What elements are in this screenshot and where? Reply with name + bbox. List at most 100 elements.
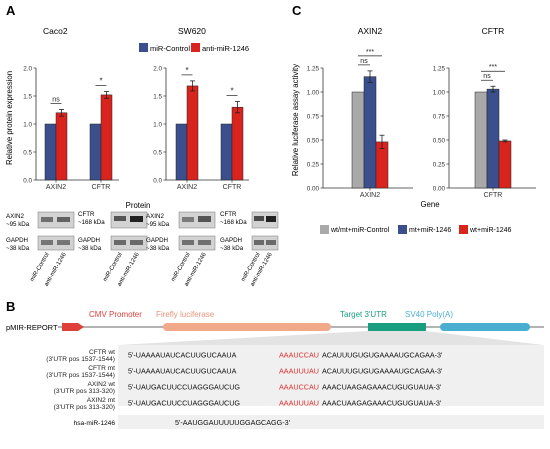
seq-binding-site: AAAUCCAU (279, 351, 319, 360)
y-tick-label: 0.5 (23, 149, 32, 156)
blot-size-gapdh: ~38 kDa (220, 245, 244, 252)
blot-label-axin2: AXIN2 (6, 213, 24, 220)
blot-size-cftr: ~168 kDa (78, 219, 105, 226)
blot-band (254, 216, 264, 221)
chart-a1-title: Caco2 (43, 26, 68, 36)
y-tick-label: 0.25 (433, 161, 446, 168)
panel-a-ylabel: Relative protein expression (5, 71, 14, 165)
y-tick-label: 0.50 (307, 137, 320, 144)
x-tick-label: AXIN2 (360, 192, 380, 199)
significance-label: *** (489, 64, 497, 71)
row-gene-label: AXIN2 mt (87, 397, 115, 404)
firefly-label: Firefly luciferase (156, 310, 215, 319)
construct-name: pMIR-REPORT (6, 323, 58, 332)
blot-label-gapdh: GAPDH (6, 237, 28, 244)
blot-size-gapdh: ~38 kDa (146, 245, 170, 252)
blot-band (57, 240, 70, 245)
x-tick-label: CFTR (92, 184, 111, 191)
y-tick-label: 2.0 (153, 65, 162, 72)
legend-label-wt-mt-control: wt/mt+miR-Control (330, 227, 390, 234)
blot-band (114, 240, 126, 245)
blot-band (182, 240, 194, 245)
y-tick-label: 0.0 (153, 177, 162, 184)
panel-b-letter: B (6, 299, 15, 314)
blot-label-cftr: CFTR (78, 211, 95, 218)
blot-band (41, 217, 53, 222)
cmv-label: CMV Promoter (89, 310, 142, 319)
blot-label-cftr: CFTR (220, 211, 237, 218)
x-tick-label: CFTR (484, 192, 503, 199)
bar (44, 123, 57, 181)
row-position-label: (3'UTR pos 1537-1544) (46, 372, 115, 379)
legend-swatch-wt-mir (459, 225, 468, 234)
legend-swatch-anti (191, 43, 200, 52)
blot-label-gapdh: GAPDH (78, 237, 100, 244)
x-tick-label: AXIN2 (177, 184, 197, 191)
y-tick-label: 0.00 (307, 185, 320, 192)
significance-label: * (185, 66, 188, 75)
y-tick-label: 1.5 (153, 93, 162, 100)
zoom-wedge (118, 331, 544, 345)
seq-right: ACAUUUGUGUGAAAAUGCAGAA-3' (322, 367, 443, 376)
blot-label-gapdh: GAPDH (220, 237, 242, 244)
blot-size-axin2: ~95 kDa (146, 221, 170, 228)
seq-left: 5'-UAUGACUUCCUAGGGAUCUG (128, 399, 240, 408)
row-position-label: (3'UTR pos 313-320) (54, 388, 115, 395)
bar (231, 106, 244, 181)
significance-label: *** (366, 49, 374, 56)
row-gene-label: AXIN2 wt (88, 381, 116, 388)
bar (89, 123, 102, 181)
seq-binding-site: AAAUUUAU (279, 367, 319, 376)
chart-sw620: 0.0 0.5 1.0 1.5 2.0 AXIN2 * CFTR * (153, 65, 249, 191)
seq-left: 5'-UAAAAUAUCACUUGUCAAUA (128, 351, 237, 360)
construct-map: pMIR-REPORT CMV Promoter Firefly lucifer… (6, 310, 544, 345)
mirna-sequence: 5'-AAUGGAUUUUUGGAGCAGG-3' (175, 418, 291, 427)
blot-band (130, 240, 143, 245)
seq-left: 5'-UAUGACUUCCUAGGGAUCUG (128, 383, 240, 392)
sv40-label: SV40 Poly(A) (405, 310, 453, 319)
chart-caco2: 0.0 0.5 1.0 1.5 2.0 AXIN2 ns CFTR * (23, 65, 119, 191)
significance-label: * (230, 87, 233, 96)
bar (175, 123, 188, 181)
significance-label: ns (52, 96, 60, 103)
panel-c-ylabel: Relative luciferase assay activity (291, 64, 300, 176)
sequence-alignment: CFTR wt(3'UTR pos 1537-1544) 5'-UAAAAUAUC… (46, 349, 443, 411)
seq-right: ACAUUUGUGUGAAAAUGCAGAA-3' (322, 351, 443, 360)
western-blots: AXIN2 ~95 kDa GAPDH ~38 kDa CFTR ~168 kD… (6, 211, 279, 288)
blot-band (266, 240, 276, 245)
y-tick-label: 1.25 (433, 65, 446, 72)
y-tick-label: 0.75 (307, 113, 320, 120)
blot-size-axin2: ~95 kDa (6, 221, 30, 228)
blot-sw620-gapdh-2 (251, 235, 279, 251)
blot-label-axin2: AXIN2 (146, 213, 164, 220)
blot-band (130, 216, 143, 222)
bar (363, 76, 377, 189)
y-tick-label: 0.5 (153, 149, 162, 156)
legend-swatch-control (139, 43, 148, 52)
bar (486, 88, 500, 189)
seq-right: AAACUAAGAGAAACUGUGUAUA-3' (322, 383, 442, 392)
target-utr-segment (368, 323, 426, 331)
row-position-label: (3'UTR pos 1537-1544) (46, 356, 115, 363)
bar (100, 94, 113, 181)
y-tick-label: 1.5 (23, 93, 32, 100)
blot-band (198, 216, 211, 222)
significance-label: * (99, 77, 102, 86)
blot-band (41, 240, 53, 245)
y-tick-label: 1.0 (23, 121, 32, 128)
panel-c-letter: C (292, 3, 302, 18)
x-tick-label: CFTR (223, 184, 242, 191)
blot-sw620-gapdh (178, 235, 216, 251)
legend-label-control: miR-Control (150, 44, 190, 53)
significance-label: ns (360, 58, 368, 65)
blot-band (114, 216, 126, 221)
y-tick-label: 2.0 (23, 65, 32, 72)
bar (186, 85, 199, 181)
legend-label-wt-mir: wt+miR-1246 (469, 227, 512, 234)
bar (351, 91, 365, 189)
blot-band (57, 217, 70, 222)
bar (220, 123, 233, 181)
panel-a-legend: miR-Control anti-miR-1246 (139, 43, 249, 53)
seq-left: 5'-UAAAAUAUCACUUGUCAAUA (128, 367, 237, 376)
